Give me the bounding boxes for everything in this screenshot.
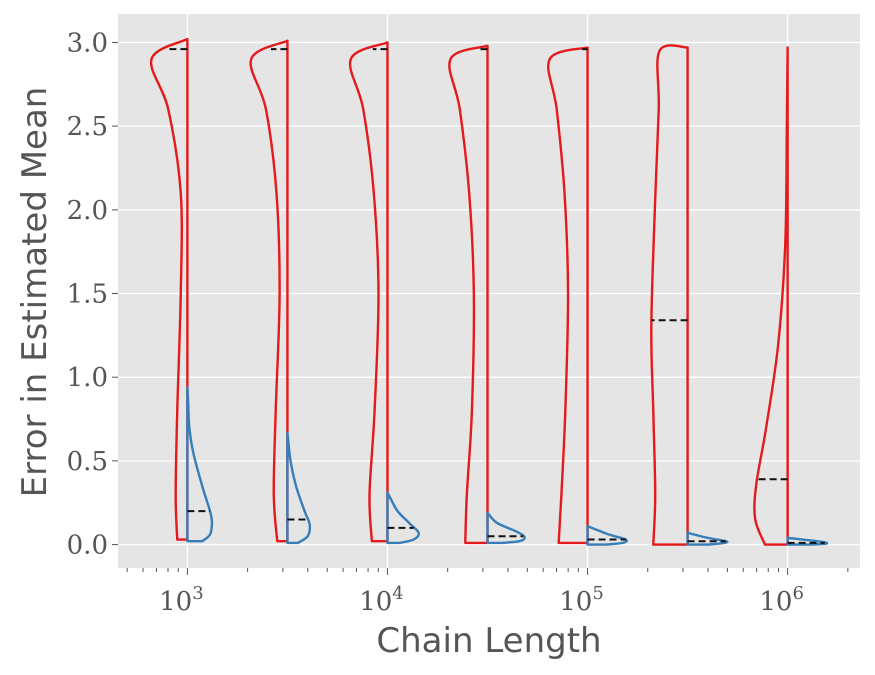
y-tick-label: 2.5 (67, 112, 108, 142)
violin-outline (186, 386, 214, 543)
y-tick-label: 0.0 (67, 531, 108, 561)
violin-outline (650, 44, 689, 546)
violin-outline (486, 511, 526, 545)
y-tick-label: 3.0 (67, 28, 108, 58)
y-tick-label: 1.5 (67, 280, 108, 310)
x-tick-label: 106 (759, 583, 804, 617)
violin-outline (149, 37, 189, 541)
violin-outline (386, 491, 420, 545)
x-axis-ticks: 103 104 105 106 (126, 568, 849, 617)
y-axis-ticks: 0.0 0.5 1.0 1.5 2.0 2.5 3.0 (67, 28, 118, 561)
violin-outline (448, 44, 489, 545)
x-tick-label: 105 (559, 583, 604, 617)
plot-background (118, 14, 860, 568)
violin-outline (348, 41, 389, 543)
violin-outline (249, 39, 289, 543)
y-tick-label: 2.0 (67, 196, 108, 226)
y-tick-label: 0.5 (67, 447, 108, 477)
x-tick-label: 103 (159, 583, 204, 617)
y-axis-label: Error in Estimated Mean (15, 87, 55, 498)
violin-outline (286, 431, 312, 545)
violin-outline (753, 46, 789, 546)
x-axis-label: Chain Length (376, 621, 601, 661)
violins-layer (149, 37, 829, 546)
x-tick-label: 104 (359, 583, 404, 617)
violin-outline (547, 46, 589, 545)
y-tick-label: 1.0 (67, 363, 108, 393)
